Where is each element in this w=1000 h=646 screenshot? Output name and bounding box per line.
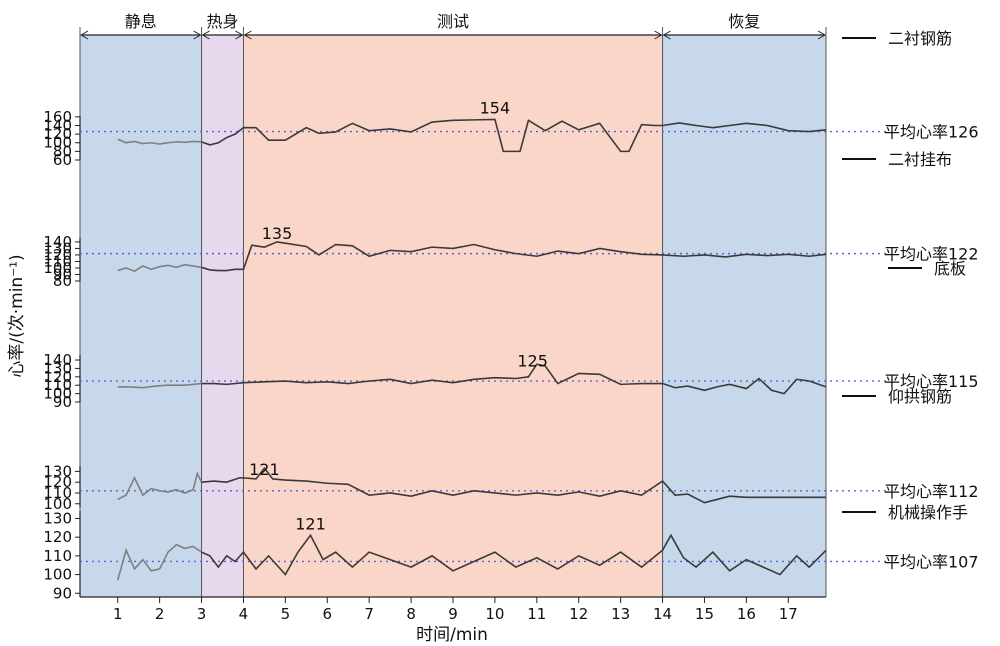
phase-label-0: 静息 bbox=[125, 12, 157, 31]
y-tick-label: 120 bbox=[43, 473, 72, 491]
x-tick-label: 9 bbox=[448, 605, 458, 623]
x-tick-label: 12 bbox=[569, 605, 588, 623]
legend-name: 机械操作手 bbox=[888, 503, 968, 522]
mean-label: 平均心率112 bbox=[884, 482, 979, 501]
x-tick-label: 6 bbox=[322, 605, 332, 623]
series-line-rest bbox=[117, 471, 203, 501]
y-tick-label: 100 bbox=[43, 495, 72, 513]
x-tick-label: 4 bbox=[239, 605, 249, 623]
legend-name: 二衬挂布 bbox=[888, 150, 952, 169]
series-panels: 6080100120140160平均心率126154二衬钢筋8090100110… bbox=[43, 29, 978, 602]
phase-band-1 bbox=[201, 35, 244, 597]
x-tick-label: 1 bbox=[113, 605, 123, 623]
x-tick-label: 7 bbox=[364, 605, 374, 623]
peak-label: 135 bbox=[262, 224, 293, 243]
x-tick-label: 10 bbox=[485, 605, 504, 623]
y-tick-label: 60 bbox=[53, 151, 72, 169]
phase-arrow-left bbox=[662, 30, 671, 40]
series-line-rest bbox=[116, 543, 202, 581]
y-tick-label: 100 bbox=[43, 566, 72, 584]
y-tick-label: 80 bbox=[53, 272, 72, 290]
phase-arrow-left bbox=[201, 30, 210, 40]
x-tick-label: 16 bbox=[737, 605, 756, 623]
y-tick-label: 110 bbox=[43, 252, 72, 270]
series-line bbox=[201, 241, 827, 272]
phase-label-1: 热身 bbox=[206, 12, 238, 31]
peak-label: 125 bbox=[517, 352, 548, 371]
phase-arrow-right bbox=[235, 30, 244, 40]
x-tick-label: 13 bbox=[611, 605, 630, 623]
y-tick-label: 160 bbox=[43, 108, 72, 126]
y-axis-title: 心率/(次·min⁻¹) bbox=[7, 254, 27, 377]
peak-label: 154 bbox=[480, 98, 511, 117]
mean-label: 平均心率126 bbox=[884, 123, 979, 142]
y-tick-label: 130 bbox=[43, 509, 72, 527]
x-tick-label: 2 bbox=[155, 605, 165, 623]
y-tick-label: 90 bbox=[53, 265, 72, 283]
x-tick-label: 15 bbox=[695, 605, 714, 623]
phase-band-2 bbox=[243, 35, 663, 597]
legend-name: 底板 bbox=[934, 259, 966, 278]
peak-label: 121 bbox=[249, 460, 280, 479]
phase-label-2: 测试 bbox=[437, 12, 469, 31]
legend-name: 仰拱钢筋 bbox=[888, 387, 952, 406]
y-tick-label: 140 bbox=[43, 116, 72, 134]
phase-backgrounds bbox=[80, 35, 826, 597]
series-line bbox=[201, 363, 827, 395]
x-tick-label: 5 bbox=[281, 605, 291, 623]
x-tick-label: 17 bbox=[779, 605, 798, 623]
y-tick-label: 90 bbox=[53, 584, 72, 602]
mean-label: 平均心率122 bbox=[884, 245, 979, 264]
phase-label-3: 恢复 bbox=[728, 12, 760, 31]
series-line bbox=[201, 533, 827, 576]
y-tick-label: 110 bbox=[43, 547, 72, 565]
y-tick-label: 120 bbox=[43, 246, 72, 264]
x-axis-title: 时间/min bbox=[416, 625, 488, 645]
x-tick-label: 3 bbox=[197, 605, 207, 623]
y-tick-label: 140 bbox=[43, 351, 72, 369]
x-tick-label: 14 bbox=[653, 605, 672, 623]
y-tick-label: 100 bbox=[43, 134, 72, 152]
series-line bbox=[201, 118, 827, 153]
y-tick-label: 80 bbox=[53, 142, 72, 160]
y-tick-label: 130 bbox=[43, 462, 72, 480]
x-tick-label: 11 bbox=[527, 605, 546, 623]
phase-arrow-right bbox=[654, 30, 663, 40]
phase-arrow-left bbox=[79, 30, 89, 40]
peak-label: 121 bbox=[295, 514, 326, 533]
y-tick-label: 130 bbox=[43, 239, 72, 257]
y-tick-label: 110 bbox=[43, 376, 72, 394]
y-tick-label: 90 bbox=[53, 393, 72, 411]
y-tick-label: 130 bbox=[43, 359, 72, 377]
series-line bbox=[201, 466, 826, 504]
y-tick-label: 100 bbox=[43, 385, 72, 403]
series-line-rest bbox=[117, 382, 202, 389]
series-line-rest bbox=[117, 138, 202, 145]
x-tick-label: 8 bbox=[406, 605, 416, 623]
series-line-rest bbox=[117, 263, 202, 273]
phase-arrow-right bbox=[193, 30, 202, 40]
y-tick-label: 120 bbox=[43, 368, 72, 386]
mean-label: 平均心率107 bbox=[884, 552, 979, 571]
x-axis: 1 2 3 4 5 6 7 8 9 10 11 12 13 14 15 16 17 bbox=[80, 596, 826, 623]
legend-name: 二衬钢筋 bbox=[888, 29, 952, 48]
y-tick-label: 120 bbox=[43, 125, 72, 143]
y-tick-label: 140 bbox=[43, 233, 72, 251]
y-tick-label: 120 bbox=[43, 528, 72, 546]
y-tick-label: 110 bbox=[43, 484, 72, 502]
y-tick-label: 100 bbox=[43, 259, 72, 277]
phase-band-3 bbox=[662, 35, 826, 597]
phase-labels: 静息 热身 测试 恢复 bbox=[79, 12, 827, 597]
phase-arrow-right bbox=[817, 30, 827, 40]
mean-label: 平均心率115 bbox=[884, 372, 979, 391]
phase-band-0 bbox=[80, 35, 202, 597]
phase-arrow-left bbox=[243, 30, 252, 40]
